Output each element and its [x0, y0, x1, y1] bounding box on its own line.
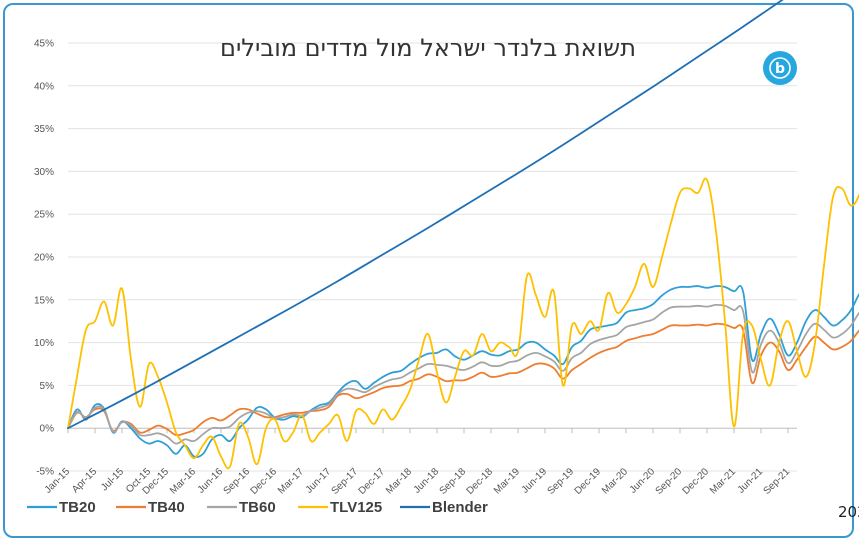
legend-label-tb40: TB40 [148, 499, 185, 516]
y-tick-label: 20% [34, 253, 54, 264]
brand-logo: b [763, 51, 797, 85]
series-line-tb20 [67, 285, 859, 459]
logo-ring [769, 57, 791, 79]
y-tick-label: 25% [34, 210, 54, 221]
legend: TB20 TB40 TB60 TLV125 Blender [27, 499, 488, 516]
x-tick-label: Jul-15 [99, 466, 126, 493]
series-line-tlv125 [67, 177, 859, 470]
x-tick-label: Jun-20 [628, 466, 658, 496]
chart-title: תשואת בלנדר ישראל מול מדדים מובילים [220, 34, 636, 62]
gridlines [68, 42, 797, 472]
legend-label-tb20: TB20 [59, 499, 96, 516]
y-tick-label: 40% [34, 81, 54, 92]
series-lines [67, 0, 859, 470]
x-tick-label: Jun-17 [304, 466, 334, 496]
x-tick-label: Jun-18 [412, 466, 442, 496]
y-tick-label: 30% [34, 167, 54, 178]
y-tick-label: 35% [34, 124, 54, 135]
y-tick-label: 10% [34, 338, 54, 349]
x-tick-label: Jun-16 [196, 466, 226, 496]
y-tick-label: -5% [36, 467, 54, 478]
x-tick-label: Apr-15 [70, 466, 99, 495]
date-range-note: נכון לחודשים ינואר 2015 - יולי 2021 [838, 503, 859, 521]
y-tick-label: 45% [34, 39, 54, 50]
y-tick-label: 5% [40, 381, 55, 392]
x-tick-label: Jun-21 [736, 466, 766, 496]
logo-letter: b [775, 61, 785, 77]
x-tick-label: Jun-19 [520, 466, 550, 496]
series-line-tb60 [67, 303, 859, 445]
y-tick-label: 15% [34, 295, 54, 306]
y-tick-label: 0% [40, 424, 55, 435]
legend-label-blender: Blender [432, 499, 488, 516]
series-line-tb40 [67, 322, 859, 437]
series-line-blender [67, 0, 784, 430]
legend-label-tlv125: TLV125 [330, 499, 382, 516]
legend-label-tb60: TB60 [239, 499, 276, 516]
logo-circle [763, 51, 797, 85]
chart-frame [3, 3, 854, 538]
